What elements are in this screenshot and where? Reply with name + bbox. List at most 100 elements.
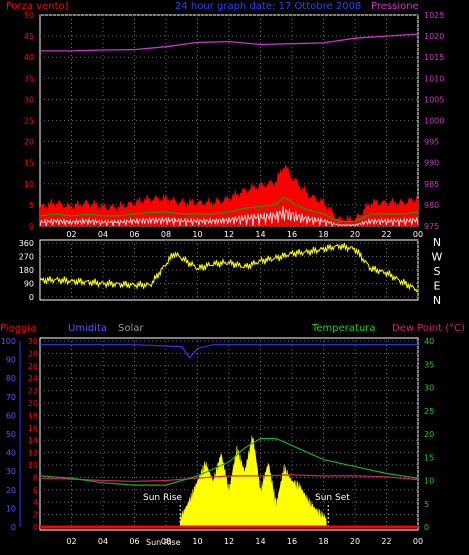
pressure-tick-label: 995 xyxy=(424,138,439,147)
temperature-tick-label: 0 xyxy=(424,523,429,532)
wind-tick-label: 45 xyxy=(24,32,34,41)
rain-tick-label: 22 xyxy=(28,387,38,396)
rain-tick-label: 8 xyxy=(33,473,38,482)
dew-point-line xyxy=(39,474,419,483)
temperature-tick-label: 30 xyxy=(424,384,434,393)
pressure-tick-label: 980 xyxy=(424,201,439,210)
wind-tick-label: 10 xyxy=(24,180,34,189)
time-tick-label: 18 xyxy=(318,537,328,546)
humidity-tick-label: 10 xyxy=(6,504,16,513)
pressure-tick-label: 1010 xyxy=(424,74,444,83)
time-tick-label: 16 xyxy=(287,230,297,239)
rain-tick-label: 0 xyxy=(33,523,38,532)
rain-temp-grid xyxy=(40,340,419,528)
direction-axis-ticks: 0 90 180 270 360 xyxy=(19,239,34,302)
rain-tick-label: 26 xyxy=(28,362,38,371)
wind-gust-area xyxy=(39,163,419,227)
wind-tick-label: 35 xyxy=(24,74,34,83)
wind-tick-label: 5 xyxy=(29,201,34,210)
wind-tick-label: 15 xyxy=(24,159,34,168)
solar-axis-title: Solar xyxy=(118,323,144,334)
time-tick-label: 04 xyxy=(98,230,108,239)
time-tick-label: 06 xyxy=(129,537,139,546)
compass-label: E xyxy=(434,280,441,293)
wind-tick-label: 30 xyxy=(24,95,34,104)
pressure-tick-label: 1000 xyxy=(424,117,444,126)
humidity-line xyxy=(40,344,418,359)
wind-axis-ticks: 0 5 10 15 20 25 30 35 40 45 50 xyxy=(24,11,34,231)
temperature-tick-label: 25 xyxy=(424,407,434,416)
humidity-tick-label: 50 xyxy=(6,430,16,439)
compass-label: W xyxy=(432,251,443,264)
humidity-tick-label: 90 xyxy=(6,356,16,365)
humidity-tick-label: 70 xyxy=(6,393,16,402)
wind-tick-label: 50 xyxy=(24,11,34,20)
rain-temp-series xyxy=(39,344,419,529)
compass-label: N xyxy=(433,294,441,307)
direction-tick-label: 0 xyxy=(29,293,34,302)
temperature-tick-label: 5 xyxy=(424,500,429,509)
time-tick-label: 00 xyxy=(413,230,423,239)
direction-tick-label: 360 xyxy=(19,239,34,248)
temperature-tick-label: 20 xyxy=(424,430,434,439)
direction-line xyxy=(39,242,418,293)
time-tick-label: 04 xyxy=(98,537,108,546)
wind-tick-label: 20 xyxy=(24,138,34,147)
pressure-tick-label: 1020 xyxy=(424,32,444,41)
time-tick-label: 16 xyxy=(287,537,297,546)
rain-temp-time-axis: 02 04 06 08 10 12 14 16 18 20 22 00 xyxy=(66,537,423,546)
wind-average-line xyxy=(39,196,419,223)
direction-tick-label: 90 xyxy=(24,280,34,289)
time-tick-label: 14 xyxy=(255,230,265,239)
humidity-tick-label: 20 xyxy=(6,486,16,495)
humidity-axis-title: Umidita xyxy=(68,323,107,334)
direction-tick-label: 180 xyxy=(19,266,34,275)
rain-tick-label: 12 xyxy=(28,449,38,458)
temperature-axis-ticks: 0 5 10 15 20 25 30 35 40 xyxy=(424,337,434,532)
pressure-tick-label: 1005 xyxy=(424,95,444,104)
time-tick-label: 14 xyxy=(255,537,265,546)
time-tick-label: 10 xyxy=(192,230,202,239)
rain-tick-label: 18 xyxy=(28,411,38,420)
wind-time-axis: 02 04 06 08 10 12 14 16 18 20 22 00 xyxy=(66,230,423,239)
temperature-tick-label: 35 xyxy=(424,360,434,369)
pressure-axis-title: Pressione xyxy=(371,1,419,12)
direction-grid xyxy=(40,240,419,300)
rain-tick-label: 16 xyxy=(28,424,38,433)
direction-tick-label: 270 xyxy=(19,253,34,262)
time-tick-label: 06 xyxy=(129,230,139,239)
rain-tick-label: 20 xyxy=(28,399,38,408)
wind-pressure-series xyxy=(39,33,419,228)
temperature-axis-title: Temperatura xyxy=(311,323,376,334)
rain-tick-label: 24 xyxy=(28,374,38,383)
time-tick-label: 02 xyxy=(66,537,76,546)
rain-tick-label: 14 xyxy=(28,436,38,445)
time-tick-label: 12 xyxy=(224,537,234,546)
time-tick-label: 20 xyxy=(350,537,360,546)
humidity-tick-label: 40 xyxy=(6,449,16,458)
pressure-axis-ticks: 975 980 985 990 995 1000 1005 1010 1015 1020 1025 xyxy=(424,11,444,231)
rain-tick-label: 30 xyxy=(28,337,38,346)
time-tick-label: 02 xyxy=(66,230,76,239)
time-tick-label: 18 xyxy=(318,230,328,239)
time-tick-label: 22 xyxy=(381,230,391,239)
temperature-tick-label: 15 xyxy=(424,453,434,462)
sun-rise-label: Sun Rise xyxy=(143,493,182,503)
sun-rise-time-label: Sun Rise xyxy=(146,538,181,547)
compass-label: S xyxy=(434,265,441,278)
wind-low-line xyxy=(39,206,419,228)
direction-series xyxy=(39,242,418,293)
wind-tick-label: 40 xyxy=(24,53,34,62)
chart-title: 24 hour graph date: 17 Ottobre 2008 xyxy=(175,1,361,12)
time-tick-label: 08 xyxy=(161,230,171,239)
pressure-tick-label: 1025 xyxy=(424,11,444,20)
time-tick-label: 08 xyxy=(161,537,171,546)
sun-set-label: Sun Set xyxy=(315,493,350,503)
wind-pressure-grid xyxy=(40,14,419,227)
humidity-tick-label: 30 xyxy=(6,467,16,476)
time-tick-label: 12 xyxy=(224,230,234,239)
rain-tick-label: 10 xyxy=(28,461,38,470)
temperature-line xyxy=(39,438,419,486)
